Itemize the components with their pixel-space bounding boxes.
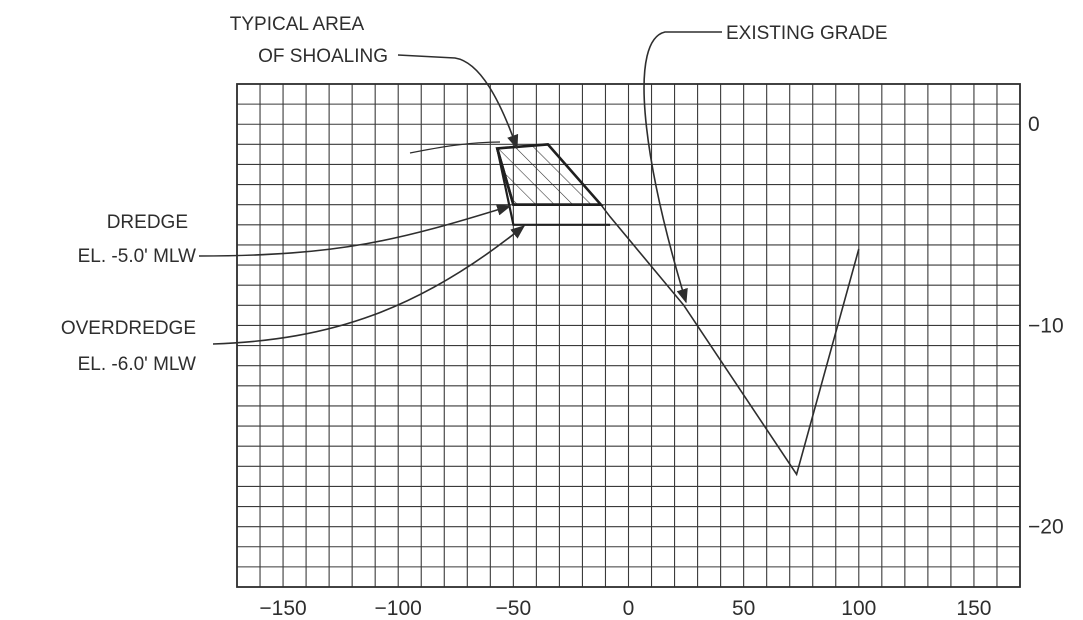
x-tick-label: 50 bbox=[732, 597, 755, 620]
shoaling-label-line-1: TYPICAL AREA bbox=[230, 14, 365, 35]
shoaling-leader-arrow bbox=[397, 54, 519, 150]
x-tick-label: −50 bbox=[496, 597, 532, 620]
existing-grade-line bbox=[547, 143, 860, 477]
x-tick-label: 0 bbox=[623, 597, 635, 620]
plot-frame bbox=[236, 83, 1021, 588]
shoaling-leader-left bbox=[409, 141, 501, 154]
overdredge-annotation: OVERDREDGE EL. -6.0' MLW bbox=[61, 225, 526, 375]
overdredge-label-line-2: EL. -6.0' MLW bbox=[78, 354, 196, 375]
shoaling-area-polygon bbox=[495, 143, 604, 206]
overdredge-leader-arrow bbox=[212, 225, 526, 345]
existing-grade-leader-arrow bbox=[643, 31, 722, 304]
dredge-leader-arrow bbox=[198, 204, 512, 257]
y-tick-label: 0 bbox=[1028, 113, 1040, 136]
y-tick-label: −20 bbox=[1028, 516, 1064, 539]
existing-grade-annotation: EXISTING GRADE bbox=[643, 23, 888, 304]
shoaling-annotation: TYPICAL AREA OF SHOALING bbox=[230, 14, 519, 154]
dredge-annotation: DREDGE EL. -5.0' MLW bbox=[78, 204, 512, 267]
existing-grade-label: EXISTING GRADE bbox=[726, 23, 888, 44]
dredge-template-line bbox=[495, 148, 601, 206]
shoaling-label-line-2: OF SHOALING bbox=[258, 46, 388, 67]
grid bbox=[236, 83, 1021, 588]
dredge-label-line-1: DREDGE bbox=[107, 212, 188, 233]
tick-labels: −150 −100 −50 0 50 100 150 0 −10 −20 bbox=[259, 113, 1063, 620]
overdredge-label-line-1: OVERDREDGE bbox=[61, 318, 196, 339]
x-tick-label: 100 bbox=[841, 597, 876, 620]
x-tick-label: 150 bbox=[956, 597, 991, 620]
y-tick-label: −10 bbox=[1028, 314, 1064, 337]
dredge-label-line-2: EL. -5.0' MLW bbox=[78, 246, 196, 267]
x-tick-label: −150 bbox=[259, 597, 306, 620]
overdredge-template-line bbox=[496, 148, 611, 226]
series-layer bbox=[495, 143, 860, 477]
x-tick-label: −100 bbox=[375, 597, 422, 620]
